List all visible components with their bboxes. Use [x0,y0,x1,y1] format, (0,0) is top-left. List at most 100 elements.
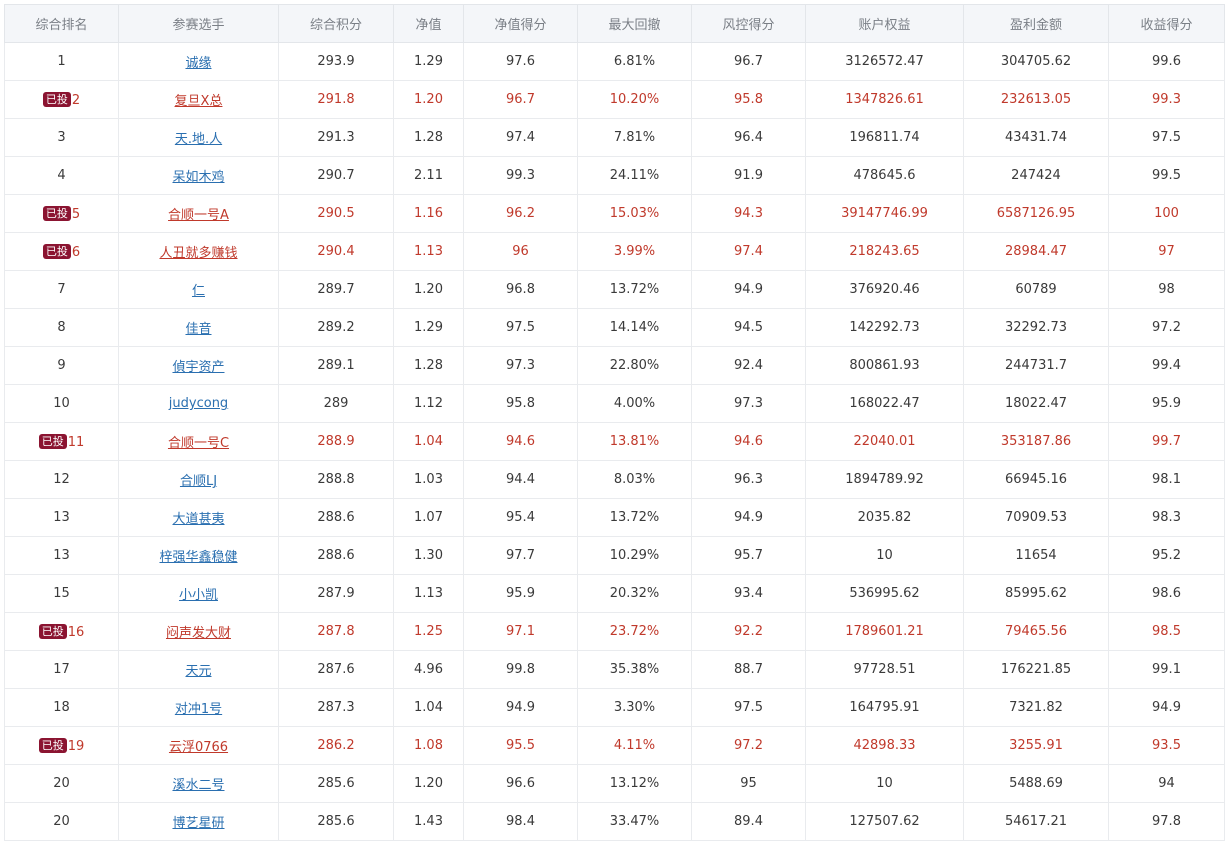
total-score-cell: 287.9 [278,574,394,613]
nav-cell: 1.30 [393,536,464,575]
contestant-link[interactable]: 天元 [185,664,212,679]
table-row: 3 天.地.人 291.3 1.28 97.4 7.81% 96.4 196811.74 434… [4,118,1225,157]
invested-badge: 已投 [42,243,71,259]
contestant-link[interactable]: judycong [168,396,229,411]
return-score-cell: 97.5 [1108,118,1225,157]
total-score-cell: 285.6 [278,764,394,803]
profit-cell: 353187.86 [963,422,1109,461]
rank-cell: 已投 2 [4,80,119,119]
risk-score-cell: 94.9 [691,498,806,537]
contestant-link[interactable]: 合顺一号A [168,208,229,223]
account-equity-cell: 22040.01 [805,422,964,461]
rank-cell: 1 [4,42,119,81]
rank-value: 5 [71,206,81,222]
total-score-cell: 287.3 [278,688,394,727]
contestant-link[interactable]: 闷声发大财 [165,626,231,641]
return-score-cell: 95.2 [1108,536,1225,575]
contestant-cell: 大道甚夷 [118,498,279,537]
contestant-link[interactable]: 仁 [191,284,205,299]
total-score-cell: 285.6 [278,802,394,841]
rank-value: 12 [53,472,70,487]
risk-score-cell: 96.4 [691,118,806,157]
nav-score-cell: 94.9 [463,688,578,727]
total-score-cell: 291.3 [278,118,394,157]
account-equity-cell: 376920.46 [805,270,964,309]
risk-score-cell: 92.2 [691,612,806,651]
account-equity-cell: 196811.74 [805,118,964,157]
rank-value: 18 [53,700,70,715]
account-equity-cell: 142292.73 [805,308,964,347]
max-drawdown-cell: 13.81% [577,422,692,461]
contestant-cell: 小小凯 [118,574,279,613]
nav-score-cell: 99.8 [463,650,578,689]
nav-score-cell: 97.3 [463,346,578,385]
contestant-link[interactable]: 天.地.人 [174,132,223,147]
table-row: 已投 11 合顺一号C 288.9 1.04 94.6 13.81% 94.6 22040.01… [4,422,1225,461]
contestant-link[interactable]: 大道甚夷 [172,512,225,527]
contestant-link[interactable]: 复旦X总 [174,94,223,109]
header-max-drawdown: 最大回撤 [577,4,692,43]
nav-cell: 1.29 [393,42,464,81]
account-equity-cell: 1347826.61 [805,80,964,119]
nav-cell: 2.11 [393,156,464,195]
max-drawdown-cell: 13.72% [577,498,692,537]
table-header-row: 综合排名 参赛选手 综合积分 净值 净值得分 最大回撤 风控得分 账户权益 盈利… [4,4,1225,43]
rank-value: 1 [57,54,66,69]
contestant-link[interactable]: 对冲1号 [174,702,223,717]
profit-cell: 244731.7 [963,346,1109,385]
nav-cell: 1.43 [393,802,464,841]
header-rank: 综合排名 [4,4,119,43]
return-score-cell: 99.7 [1108,422,1225,461]
contestant-link[interactable]: 小小凯 [178,588,218,603]
rank-cell: 12 [4,460,119,499]
account-equity-cell: 800861.93 [805,346,964,385]
contestant-link[interactable]: 合顺一号C [167,436,230,451]
risk-score-cell: 95.7 [691,536,806,575]
nav-score-cell: 96.7 [463,80,578,119]
nav-cell: 1.25 [393,612,464,651]
profit-cell: 60789 [963,270,1109,309]
profit-cell: 247424 [963,156,1109,195]
nav-cell: 1.20 [393,764,464,803]
rank-cell: 13 [4,498,119,537]
nav-score-cell: 94.6 [463,422,578,461]
return-score-cell: 98.5 [1108,612,1225,651]
contestant-link[interactable]: 云浮0766 [168,740,229,755]
contestant-link[interactable]: 诚缘 [185,56,212,71]
contestant-link[interactable]: 合顺LJ [179,474,218,489]
rank-cell: 18 [4,688,119,727]
max-drawdown-cell: 20.32% [577,574,692,613]
header-return-score: 收益得分 [1108,4,1225,43]
rank-cell: 20 [4,764,119,803]
account-equity-cell: 1894789.92 [805,460,964,499]
profit-cell: 70909.53 [963,498,1109,537]
max-drawdown-cell: 10.29% [577,536,692,575]
return-score-cell: 99.4 [1108,346,1225,385]
contestant-cell: 人丑就多赚钱 [118,232,279,271]
risk-score-cell: 97.3 [691,384,806,423]
contestant-link[interactable]: 偵宇资产 [172,360,225,375]
rank-cell: 10 [4,384,119,423]
nav-cell: 1.12 [393,384,464,423]
total-score-cell: 288.6 [278,498,394,537]
contestant-link[interactable]: 佳音 [185,322,212,337]
contestant-cell: 博艺星研 [118,802,279,841]
table-row: 20 溪水二号 285.6 1.20 96.6 13.12% 95 10 5488.69 94 [4,764,1225,803]
rank-cell: 已投 19 [4,726,119,765]
contestant-link[interactable]: 梓强华鑫稳健 [159,550,238,565]
contestant-link[interactable]: 呆如木鸡 [172,170,225,185]
account-equity-cell: 218243.65 [805,232,964,271]
table-row: 已投 2 复旦X总 291.8 1.20 96.7 10.20% 95.8 1347826.61… [4,80,1225,119]
total-score-cell: 290.5 [278,194,394,233]
contestant-cell: 合顺一号A [118,194,279,233]
rank-cell: 已投 5 [4,194,119,233]
contestant-link[interactable]: 人丑就多赚钱 [159,246,238,261]
account-equity-cell: 164795.91 [805,688,964,727]
max-drawdown-cell: 33.47% [577,802,692,841]
contestant-link[interactable]: 博艺星研 [172,816,225,831]
contestant-link[interactable]: 溪水二号 [172,778,225,793]
nav-cell: 1.20 [393,270,464,309]
return-score-cell: 97.2 [1108,308,1225,347]
table-row: 已投 6 人丑就多赚钱 290.4 1.13 96 3.99% 97.4 218243.65 28… [4,232,1225,271]
table-row: 10 judycong 289 1.12 95.8 4.00% 97.3 168022.47 1… [4,384,1225,423]
